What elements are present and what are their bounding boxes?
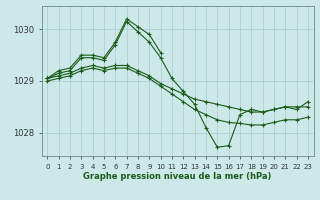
X-axis label: Graphe pression niveau de la mer (hPa): Graphe pression niveau de la mer (hPa) [84,172,272,181]
